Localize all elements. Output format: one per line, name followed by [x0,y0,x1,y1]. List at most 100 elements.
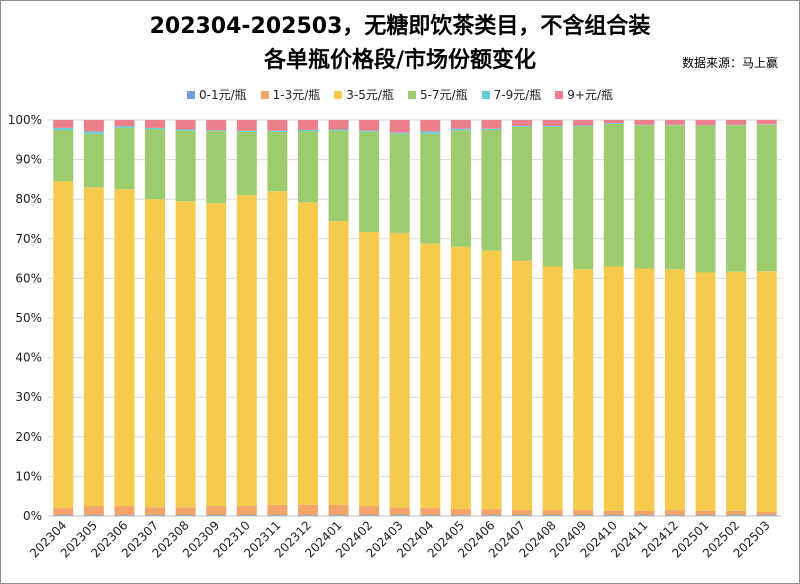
legend-label: 5-7元/瓶 [419,88,468,102]
bar-segment [603,123,624,267]
bar-segment [359,131,380,233]
bar-segment [573,510,594,516]
legend-label: 9+元/瓶 [567,88,613,102]
bar-segment [512,260,533,511]
y-tick-label: 0% [23,509,42,523]
bar-segment [175,201,196,508]
bar-segment [297,120,318,130]
bar-segment [420,515,441,516]
bar-segment [206,506,227,516]
bar-segment [175,515,196,516]
bar-segment [542,125,563,127]
legend-swatch [407,90,416,99]
bar-segment [83,187,104,507]
bar-segment [359,120,380,131]
bar-segment [297,202,318,505]
bar-segment [450,508,471,516]
bar-segment [53,181,74,509]
bar-segment [297,515,318,516]
bar-stacks [53,120,777,516]
legend-swatch [186,90,195,99]
bar-segment [695,272,716,511]
bar-segment [512,515,533,516]
bar-segment [359,506,380,516]
bar-segment [726,125,747,272]
bar-segment [206,203,227,507]
bar-segment [450,120,471,129]
bar-segment [573,515,594,516]
bar-segment [145,127,166,130]
bar-segment [145,199,166,508]
x-axis: 2023042023052023062023072023082023092023… [27,518,773,560]
bar-segment [481,508,502,516]
bar-segment [573,126,594,270]
bar-segment [267,120,288,131]
bar-segment [389,132,410,134]
bar-segment [53,515,74,516]
y-axis: 0% 10% 20% 30% 40% 50% 60% 70% 80% 90% 100% [8,113,42,523]
bar-segment [328,220,349,505]
y-tick-label: 30% [15,390,42,404]
bar-segment [328,515,349,516]
bar-segment [420,131,441,134]
bar-segment [420,120,441,132]
bar-segment [114,126,135,128]
bar-segment [603,510,624,516]
bar-segment [297,129,318,132]
bar-segment [389,232,410,508]
chart-title: 202304-202503，无糖即饮茶类目，不含组合装 [149,14,651,39]
chart-legend: 0-1元/瓶 1-3元/瓶 3-5元/瓶 5-7元/瓶 7-9元/瓶 9+元/瓶 [0,86,800,103]
bar-segment [236,131,257,196]
bar-segment [83,131,104,134]
bar-segment [450,128,471,131]
bar-segment [267,504,288,516]
bar-segment [726,271,747,511]
chart-subtitle: 各单瓶价格段/市场份额变化 [263,48,537,73]
y-tick-label: 60% [15,271,42,285]
bar-segment [756,515,777,516]
bar-segment [175,129,196,131]
bar-segment [328,130,349,221]
bar-segment [328,129,349,131]
bar-segment [726,120,747,125]
bar-segment [695,515,716,516]
data-source-note: 数据来源：马上赢 [681,56,778,70]
y-tick-label: 80% [15,192,42,206]
bar-segment [175,507,196,516]
bar-segment [53,120,74,128]
bar-segment [542,126,563,267]
bar-segment [512,120,533,126]
y-tick-label: 10% [15,469,42,483]
bar-segment [603,120,624,124]
bar-segment [53,129,74,182]
bar-segment [206,130,227,132]
bar-segment [297,131,318,203]
legend-label: 1-3元/瓶 [272,88,321,102]
bar-segment [236,130,257,132]
bar-segment [420,133,441,244]
bar-segment [726,510,747,516]
bar-segment [420,243,441,509]
bar-segment [481,120,502,129]
bar-segment [145,129,166,200]
bar-segment [634,125,655,269]
bar-segment [542,510,563,516]
bar-segment [634,268,655,511]
legend-item-3-5: 3-5元/瓶 [334,86,394,103]
bar-segment [53,127,74,130]
bar-segment [756,512,777,516]
bar-segment [114,120,135,127]
legend-item-7-9: 7-9元/瓶 [481,86,541,103]
bar-segment [297,504,318,516]
bar-segment [389,133,410,233]
bar-segment [83,515,104,516]
y-tick-label: 20% [15,430,42,444]
bar-segment [450,246,471,509]
bar-segment [236,506,257,516]
bar-segment [450,130,471,247]
bar-segment [145,507,166,516]
y-tick-label: 100% [8,113,42,127]
bar-segment [542,515,563,516]
y-tick-label: 40% [15,351,42,365]
bar-segment [359,515,380,516]
